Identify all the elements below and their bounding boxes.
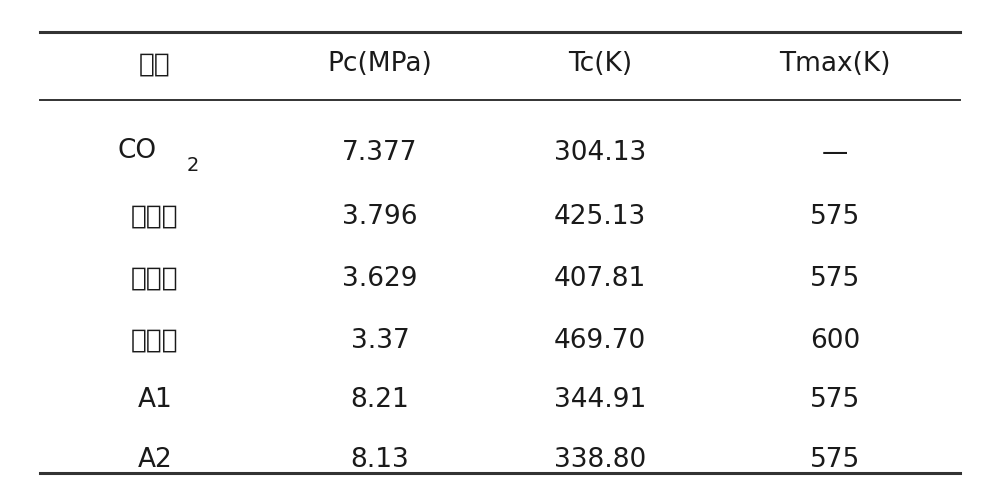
Text: 3.37: 3.37 <box>351 328 409 354</box>
Text: 8.13: 8.13 <box>351 447 409 473</box>
Text: 3.796: 3.796 <box>342 204 418 230</box>
Text: —: — <box>822 140 848 167</box>
Text: 344.91: 344.91 <box>554 387 646 413</box>
Text: 338.80: 338.80 <box>554 447 646 473</box>
Text: 304.13: 304.13 <box>554 140 646 167</box>
Text: Tc(K): Tc(K) <box>568 51 632 77</box>
Text: 575: 575 <box>810 447 860 473</box>
Text: 2: 2 <box>187 156 199 175</box>
Text: 575: 575 <box>810 204 860 230</box>
Text: 469.70: 469.70 <box>554 328 646 354</box>
Text: CO: CO <box>117 138 157 164</box>
Text: Pc(MPa): Pc(MPa) <box>328 51 432 77</box>
Text: 异丁烷: 异丁烷 <box>131 265 179 292</box>
Text: 正丁烷: 正丁烷 <box>131 204 179 230</box>
Text: Tmax(K): Tmax(K) <box>779 51 891 77</box>
Text: 425.13: 425.13 <box>554 204 646 230</box>
Text: 575: 575 <box>810 265 860 292</box>
Text: 工质: 工质 <box>139 51 171 77</box>
Text: 8.21: 8.21 <box>351 387 409 413</box>
Text: 575: 575 <box>810 387 860 413</box>
Text: A1: A1 <box>138 387 172 413</box>
Text: A2: A2 <box>138 447 172 473</box>
Text: 600: 600 <box>810 328 860 354</box>
Text: 3.629: 3.629 <box>342 265 418 292</box>
Text: 7.377: 7.377 <box>342 140 418 167</box>
Text: 正戊烷: 正戊烷 <box>131 328 179 354</box>
Text: 407.81: 407.81 <box>554 265 646 292</box>
